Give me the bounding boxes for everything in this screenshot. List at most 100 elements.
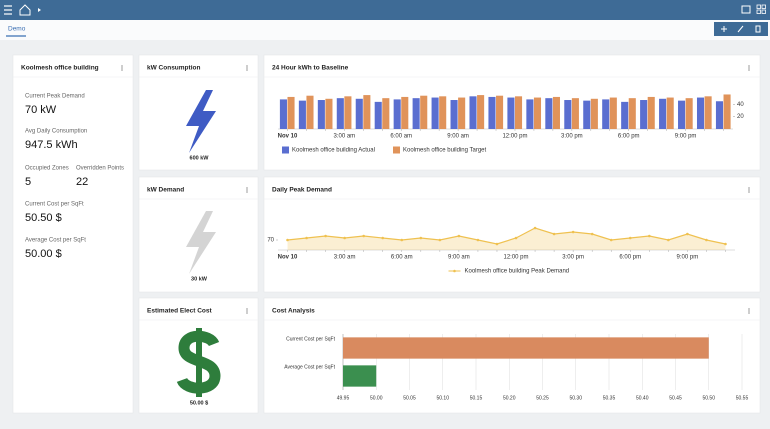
toolbar-icons[interactable] <box>721 25 761 33</box>
bar <box>496 95 504 129</box>
top-bar <box>0 0 770 20</box>
card-menu[interactable] <box>748 312 750 314</box>
bar <box>343 365 377 387</box>
card-menu[interactable] <box>121 67 123 69</box>
card-menu[interactable] <box>246 308 248 310</box>
card-menu[interactable] <box>246 67 248 69</box>
tab[interactable]: Demo <box>8 26 26 33</box>
bar <box>287 96 295 129</box>
point <box>381 236 385 240</box>
x-tick-label: 50.00 <box>370 395 383 401</box>
bar <box>488 96 496 129</box>
point <box>495 242 499 246</box>
breadcrumb-arrow <box>38 8 41 12</box>
bar <box>659 98 667 129</box>
card <box>263 176 761 293</box>
x-tick-label: 6:00 pm <box>619 255 641 261</box>
card-menu[interactable] <box>246 310 248 312</box>
x-tick-label: 3:00 am <box>334 134 356 140</box>
card-title: 24 Hour kWh to Baseline <box>272 65 349 72</box>
refresh-icon[interactable] <box>741 5 751 14</box>
point <box>457 234 461 238</box>
legend-swatch <box>393 146 400 154</box>
line <box>287 227 726 245</box>
card-menu[interactable] <box>246 189 248 191</box>
home-icon[interactable] <box>19 4 31 16</box>
bar <box>514 96 523 129</box>
x-tick-label: 3:00 am <box>334 255 356 261</box>
bar <box>723 94 731 129</box>
x-tick-label: 9:00 pm <box>677 255 699 261</box>
point <box>362 234 365 238</box>
bar <box>374 101 382 129</box>
card-menu[interactable] <box>246 312 248 314</box>
x-tick-label: 50.25 <box>536 395 549 401</box>
card-menu[interactable] <box>748 308 750 310</box>
legend-swatch <box>282 146 289 154</box>
bar <box>602 99 610 129</box>
card-menu[interactable] <box>748 67 750 69</box>
bar <box>431 97 439 129</box>
card-menu[interactable] <box>748 310 750 312</box>
bar <box>545 98 553 129</box>
card-title: Daily Peak Demand <box>272 187 332 194</box>
stat-label: Avg Daily Consumption <box>25 129 87 135</box>
x-tick-label: 50.30 <box>569 395 582 401</box>
bar <box>306 95 314 129</box>
bar <box>715 101 724 129</box>
bar <box>666 97 674 129</box>
x-tick-label: 50.50 <box>702 395 715 401</box>
bar <box>696 97 705 129</box>
x-tick-label: 12:00 pm <box>502 134 527 140</box>
x-tick-label: 50.40 <box>636 395 649 401</box>
card-title: Estimated Elect Cost <box>147 308 212 315</box>
card-menu[interactable] <box>246 69 248 71</box>
bar <box>640 100 648 129</box>
x-tick-label: 50.35 <box>603 395 616 401</box>
point <box>590 232 594 236</box>
menu-icon[interactable] <box>4 5 12 15</box>
card-menu[interactable] <box>748 69 750 71</box>
point <box>419 236 423 240</box>
card-menu[interactable] <box>246 191 248 193</box>
point <box>686 232 689 236</box>
x-tick-label: 9:00 am <box>448 255 470 261</box>
legend-label: Koolmesh office building Peak Demand <box>465 269 570 275</box>
x-tick-label: 3:00 pm <box>562 255 584 261</box>
x-tick-label: 50.45 <box>669 395 682 401</box>
point <box>533 226 537 230</box>
area <box>287 228 726 250</box>
point <box>400 238 404 242</box>
demand-value: 30 kW <box>191 276 208 282</box>
legend-label: Koolmesh office building Actual <box>292 148 375 154</box>
bar <box>571 98 579 129</box>
card-menu[interactable] <box>748 187 750 189</box>
card-menu[interactable] <box>748 65 750 67</box>
y-tick-label: Current Cost per SqFt <box>286 336 336 342</box>
bar <box>678 100 686 129</box>
point <box>343 236 346 240</box>
stat-value: 70 kW <box>25 104 57 116</box>
card-menu[interactable] <box>246 65 248 67</box>
card-title: Koolmesh office building <box>21 65 99 72</box>
card-menu[interactable] <box>246 187 248 189</box>
bar <box>533 97 542 129</box>
card-menu[interactable] <box>748 189 750 191</box>
bar <box>355 98 363 129</box>
bar <box>382 98 390 129</box>
point <box>724 242 727 246</box>
y-tick-label: 20 <box>737 114 744 120</box>
grid-icon[interactable] <box>756 4 766 14</box>
card-menu[interactable] <box>121 69 123 71</box>
card-menu[interactable] <box>748 191 750 193</box>
bar <box>647 96 655 129</box>
x-tick-label: 50.05 <box>403 395 416 401</box>
bar <box>439 96 447 129</box>
bar <box>450 100 458 129</box>
cost-value: 50.00 $ <box>190 400 208 406</box>
point <box>571 230 575 234</box>
x-tick-label: Nov 10 <box>278 255 298 261</box>
card-menu[interactable] <box>121 65 123 67</box>
bar <box>344 96 352 129</box>
